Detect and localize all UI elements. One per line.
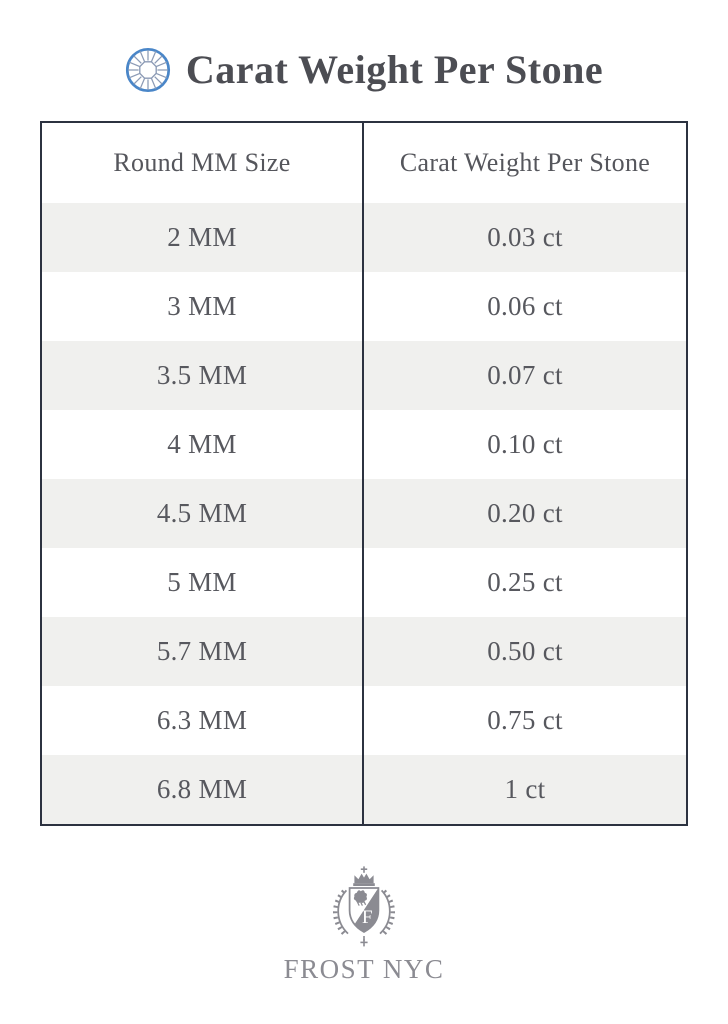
carat-weight-cell: 0.25 ct [487, 567, 563, 597]
table-header-row: Round MM Size Carat Weight Per Stone [42, 123, 686, 203]
brand-footer: F FROST NYC [0, 864, 728, 985]
table-row: 6.8 MM 1 ct [42, 755, 686, 824]
logo-monogram: F [362, 907, 373, 928]
column-header-mm-size: Round MM Size [42, 123, 364, 203]
table-row: 6.3 MM 0.75 ct [42, 686, 686, 755]
table-row: 5 MM 0.25 ct [42, 548, 686, 617]
page-title: Carat Weight Per Stone [185, 47, 604, 92]
mm-size-cell: 3 MM [42, 272, 364, 341]
mm-size-cell: 5 MM [42, 548, 364, 617]
column-header-carat-weight: Carat Weight Per Stone [399, 148, 651, 177]
carat-weight-cell: 0.10 ct [487, 429, 563, 459]
carat-weight-cell: 0.03 ct [487, 222, 563, 252]
carat-weight-cell: 0.50 ct [487, 636, 563, 666]
mm-size-cell: 2 MM [42, 203, 364, 272]
diamond-icon [125, 47, 171, 93]
mm-size-cell: 4 MM [42, 410, 364, 479]
table-row: 4 MM 0.10 ct [42, 410, 686, 479]
carat-weight-cell: 0.06 ct [487, 291, 563, 321]
mm-size-cell: 5.7 MM [42, 617, 364, 686]
carat-weight-cell: 0.07 ct [487, 360, 563, 390]
carat-weight-cell: 0.20 ct [487, 498, 563, 528]
table-row: 4.5 MM 0.20 ct [42, 479, 686, 548]
table-row: 3 MM 0.06 ct [42, 272, 686, 341]
mm-size-cell: 6.8 MM [42, 755, 364, 824]
table-row: 3.5 MM 0.07 ct [42, 341, 686, 410]
carat-weight-table: Round MM Size Carat Weight Per Stone 2 M… [40, 121, 688, 826]
carat-weight-cell: 0.75 ct [487, 705, 563, 735]
mm-size-cell: 3.5 MM [42, 341, 364, 410]
mm-size-cell: 4.5 MM [42, 479, 364, 548]
brand-name: FROST NYC [283, 954, 445, 984]
frost-nyc-crest-icon: F [312, 864, 416, 952]
mm-size-cell: 6.3 MM [42, 686, 364, 755]
page-header: Carat Weight Per Stone [0, 0, 728, 93]
table-row: 5.7 MM 0.50 ct [42, 617, 686, 686]
table-row: 2 MM 0.03 ct [42, 203, 686, 272]
carat-weight-cell: 1 ct [504, 774, 546, 804]
